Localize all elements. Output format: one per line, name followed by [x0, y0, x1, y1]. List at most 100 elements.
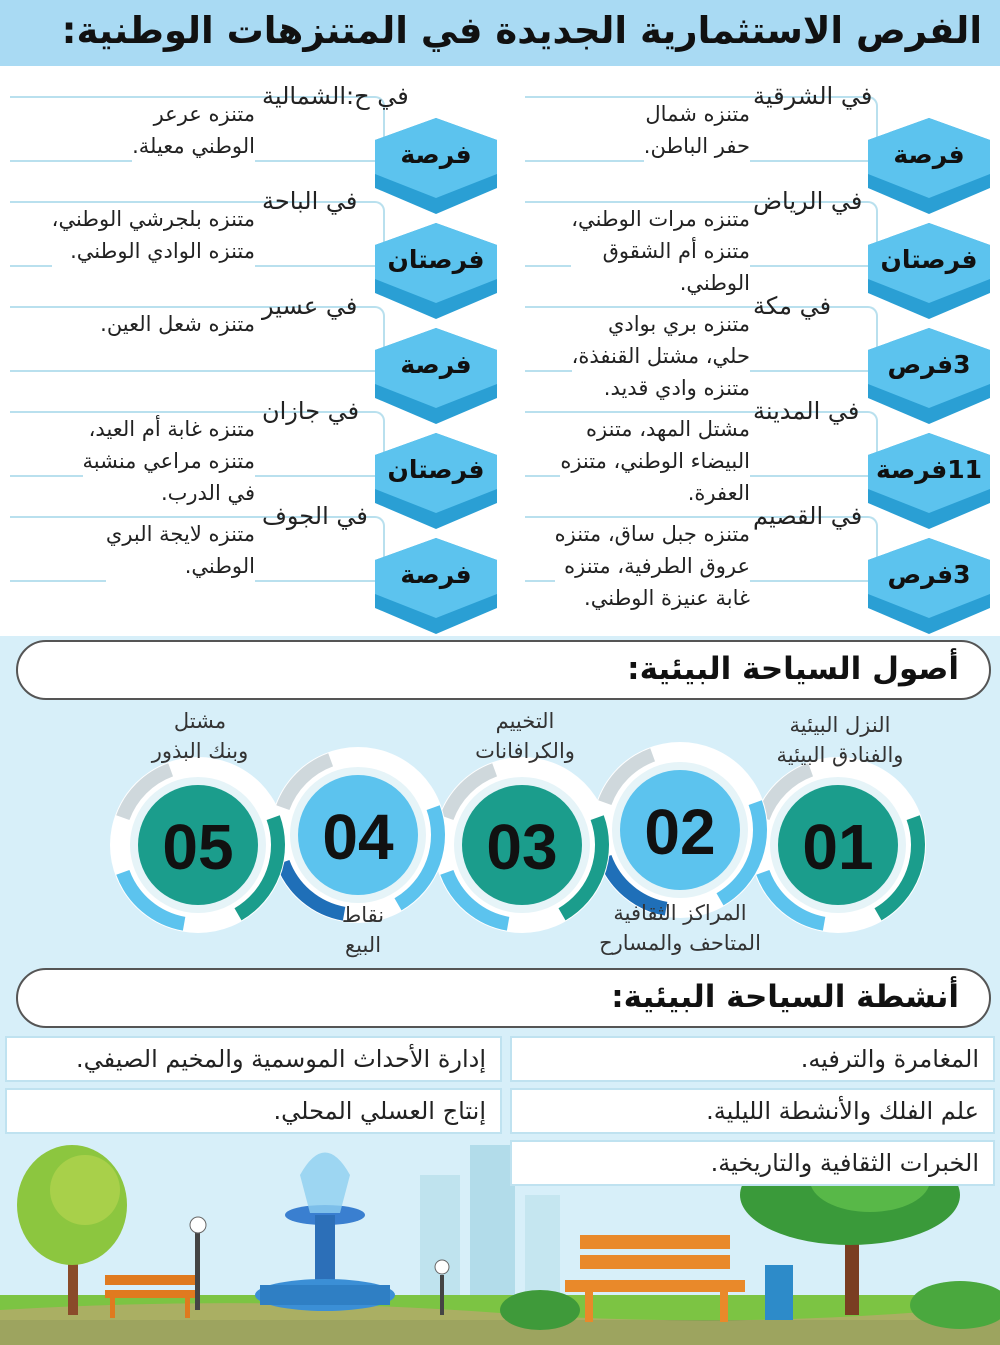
connector-line: [10, 306, 385, 372]
activity-item: علم الفلك والأنشطة الليلية.: [510, 1088, 995, 1134]
activity-item: إنتاج العسلي المحلي.: [5, 1088, 502, 1134]
opportunity-count: 3فرص: [887, 560, 971, 589]
opportunity-count: فرصة: [400, 560, 472, 589]
park-line: متنزه أم الشقوق: [602, 239, 750, 263]
activity-item: الخبرات الثقافية والتاريخية.: [510, 1140, 995, 1186]
regions-right-column: في الشرقية متنزه شمال حفر الباطن. فرصة في ال…: [525, 82, 1000, 634]
park-line: متنزه مرات الوطني،: [571, 207, 750, 231]
step-circle-04: 04: [270, 747, 446, 923]
region-card: في الشرقية متنزه شمال حفر الباطن. فرصة: [525, 82, 1000, 214]
park-list: متنزه غابة أم العيد، متنزه مراعي منشبة في …: [82, 413, 255, 509]
region-name: في مكة: [753, 292, 832, 320]
opportunity-count: فرصة: [400, 350, 472, 379]
park-line: متنزه لايجة البري: [105, 522, 255, 546]
opportunity-count: 11فرصة: [875, 455, 983, 484]
park-line: متنزه عرعر: [153, 102, 255, 126]
opportunity-count-hexagon: 3فرص: [868, 328, 990, 424]
opportunity-count-hexagon: 11فرصة: [868, 433, 990, 529]
park-illustration: [0, 1135, 1000, 1345]
region-card: في الرياض متنزه مرات الوطني، متنزه أم الشق…: [525, 187, 1000, 319]
park-line: حفر الباطن.: [643, 134, 750, 158]
park-list: متنزه مرات الوطني، متنزه أم الشقوق الوطني.: [571, 203, 750, 299]
step-label: نقاط البيع: [253, 900, 473, 960]
opportunity-count: فرصتان: [387, 245, 485, 274]
step-number: 02: [644, 796, 715, 868]
step-label-line: مشتل: [173, 709, 227, 733]
opportunity-count: فرصتان: [880, 245, 978, 274]
step-label-line: نقاط: [341, 903, 385, 927]
step-label-line: المتاحف والمسارح: [599, 931, 761, 955]
park-line: الوطني معيلة.: [132, 134, 255, 158]
step-label: التخييم والكرافانات: [415, 706, 635, 766]
step-circle-01: 01: [750, 757, 926, 933]
park-line: متنزه شمال: [645, 102, 750, 126]
region-name: في جازان: [262, 397, 360, 425]
park-line: متنزه وادي قديد.: [603, 376, 750, 400]
opportunity-count-hexagon: فرصتان: [375, 223, 497, 319]
step-label-line: البيع: [344, 933, 382, 957]
step-number: 01: [802, 811, 873, 883]
step-label-line: التخييم: [495, 709, 555, 733]
region-card: في القصيم متنزه جبل ساق، متنزه عروق الطرفي…: [525, 502, 1000, 634]
opportunity-count-hexagon: فرصة: [868, 118, 990, 214]
park-line: متنزه بري بوادي: [607, 312, 750, 336]
region-card: في المدينة مشتل المهد، متنزه البيضاء الوطن…: [525, 397, 1000, 529]
park-list: متنزه لايجة البري الوطني.: [105, 518, 255, 582]
step-label-line: النزل البيئية: [789, 713, 891, 737]
park-line: في الدرب.: [160, 481, 255, 505]
step-circle-05: 05: [110, 757, 286, 933]
page-title: الفرص الاستثمارية الجديدة في المتنزهات ا…: [0, 0, 1000, 66]
park-line: حلي، مشتل القنفذة،: [571, 344, 750, 368]
opportunity-count: فرصة: [400, 140, 472, 169]
opportunity-count: فرصة: [893, 140, 965, 169]
region-card: في ح:الشمالية متنزه عرعر الوطني معيلة. فرصة: [10, 82, 497, 214]
region-name: في عسير: [262, 292, 358, 320]
region-card: في مكة متنزه بري بوادي حلي، مشتل القنفذة، م…: [525, 292, 1000, 424]
region-card: في جازان متنزه غابة أم العيد، متنزه مراعي …: [10, 397, 497, 529]
region-card: في الجوف متنزه لايجة البري الوطني. فرصة: [10, 502, 497, 634]
region-name: في الجوف: [262, 502, 368, 530]
park-list: مشتل المهد، متنزه البيضاء الوطني، متنزه ال…: [560, 413, 750, 509]
step-circle-03: 03: [434, 757, 610, 933]
park-line: متنزه شعل العين.: [100, 312, 255, 336]
region-card: في عسير متنزه شعل العين. فرصة: [10, 292, 497, 424]
region-name: في ح:الشمالية: [262, 82, 409, 110]
park-line: متنزه الوادي الوطني.: [70, 239, 255, 263]
park-line: متنزه مراعي منشبة: [82, 449, 255, 473]
step-number: 04: [322, 801, 394, 873]
step-label: المراكز الثقافية المتاحف والمسارح: [570, 898, 790, 958]
opportunity-count-hexagon: فرصة: [375, 118, 497, 214]
park-line: غابة عنيزة الوطني.: [584, 586, 750, 610]
region-name: في القصيم: [753, 502, 863, 530]
activity-item: إدارة الأحداث الموسمية والمخيم الصيفي.: [5, 1036, 502, 1082]
regions-left-column: في ح:الشمالية متنزه عرعر الوطني معيلة. فرصة…: [10, 82, 497, 634]
step-circle-02: 02: [592, 742, 768, 918]
park-line: العفرة.: [687, 481, 750, 505]
origins-steps-graphic: 01 02 03 04 05: [110, 742, 926, 933]
region-name: في المدينة: [753, 397, 860, 425]
opportunity-count-hexagon: 3فرص: [868, 538, 990, 634]
park-line: الوطني.: [184, 554, 255, 578]
region-name: في الباحة: [262, 187, 358, 215]
park-list: متنزه شمال حفر الباطن.: [643, 98, 750, 162]
park-list: متنزه شعل العين.: [100, 308, 255, 340]
opportunity-count-hexagon: فرصة: [375, 538, 497, 634]
origins-heading: أصول السياحة البيئية:: [16, 640, 991, 700]
park-line: متنزه غابة أم العيد،: [88, 417, 255, 441]
park-line: الوطني.: [679, 271, 750, 295]
park-list: متنزه بري بوادي حلي، مشتل القنفذة، متنزه و…: [571, 308, 750, 404]
step-label-line: والفنادق البيئية: [776, 743, 904, 767]
park-line: متنزه جبل ساق، متنزه: [554, 522, 750, 546]
activities-heading: أنشطة السياحة البيئية:: [16, 968, 991, 1028]
park-list: متنزه بلجرشي الوطني، متنزه الوادي الوطني.: [51, 203, 255, 267]
park-line: متنزه بلجرشي الوطني،: [51, 207, 255, 231]
step-label: مشتل وبنك البذور: [90, 706, 310, 766]
step-label-line: وبنك البذور: [151, 739, 249, 763]
park-line: عروق الطرفية، متنزه: [564, 554, 750, 578]
step-number: 05: [162, 811, 233, 883]
step-label: النزل البيئية والفنادق البيئية: [730, 710, 950, 770]
park-line: البيضاء الوطني، متنزه: [560, 449, 750, 473]
park-list: متنزه جبل ساق، متنزه عروق الطرفية، متنزه غ…: [554, 518, 750, 614]
step-label-line: المراكز الثقافية: [613, 901, 747, 925]
step-label-line: والكرافانات: [475, 739, 575, 763]
